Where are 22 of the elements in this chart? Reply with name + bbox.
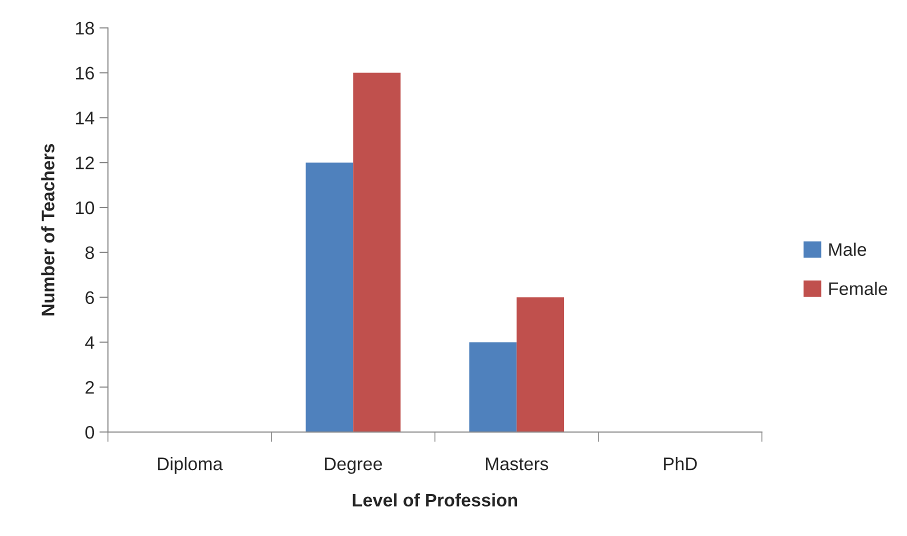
y-tick-label: 8	[85, 246, 94, 260]
x-tick-label: Masters	[486, 458, 548, 470]
y-tick-label: 16	[76, 66, 94, 80]
y-tick-label: 10	[76, 201, 94, 214]
legend-label: Female	[829, 282, 888, 296]
y-tick-label: 6	[86, 291, 94, 304]
x-axis-title: Level of Profession	[352, 493, 518, 507]
y-axis-title: Number of Teachers	[41, 144, 54, 316]
y-tick-label: 18	[76, 22, 94, 35]
y-tick-label: 12	[76, 156, 94, 170]
legend-label: Male	[829, 242, 866, 256]
bar	[516, 297, 564, 432]
bar	[353, 72, 401, 432]
x-tick-label: PhD	[664, 457, 697, 470]
x-tick-label: Diploma	[158, 457, 223, 474]
x-tick-label: Degree	[325, 458, 382, 474]
y-tick-label: 0	[85, 426, 94, 439]
y-tick-label: 2	[86, 381, 94, 394]
bar	[306, 162, 354, 432]
bar	[469, 342, 517, 432]
y-tick-label: 14	[76, 112, 94, 124]
y-tick-label: 4	[85, 336, 94, 349]
